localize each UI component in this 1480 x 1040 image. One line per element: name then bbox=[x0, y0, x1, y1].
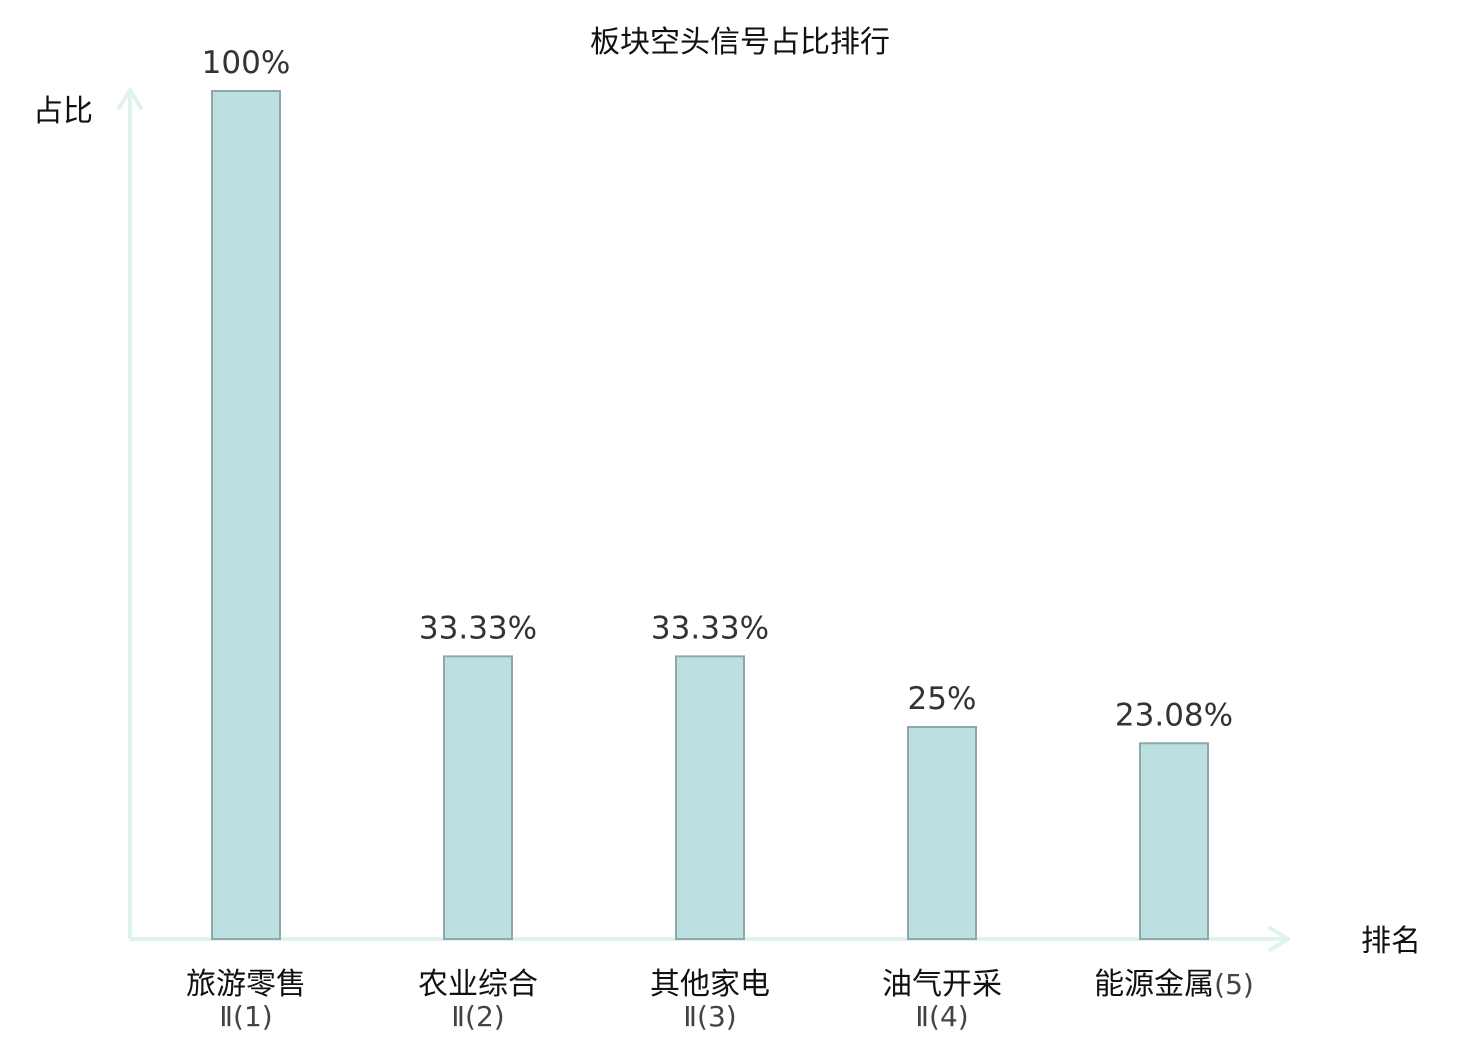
x-tick-label-4: 油气开采 bbox=[882, 967, 1002, 1002]
y-axis bbox=[117, 88, 143, 939]
x-tick-suffix-4: Ⅱ(4) bbox=[915, 1000, 968, 1033]
bar-5 bbox=[1139, 742, 1209, 941]
x-tick-name-5: 能源金属 bbox=[1094, 967, 1214, 1002]
x-tick-suffix-5: (5) bbox=[1214, 968, 1254, 1001]
value-labels: 100% 33.33% 33.33% 25% 23.08% bbox=[202, 45, 1233, 733]
x-tick-label-5: 能源金属(5) bbox=[1094, 967, 1254, 1002]
x-tick-suffix-2: Ⅱ(2) bbox=[451, 1000, 504, 1033]
value-label-5: 23.08% bbox=[1115, 697, 1233, 733]
bar-3 bbox=[675, 655, 745, 940]
x-tick-label-2: 农业综合 bbox=[418, 967, 538, 1002]
x-tick-label-1: 旅游零售 bbox=[186, 967, 306, 1002]
x-axis-label: 排名 bbox=[1361, 924, 1421, 959]
value-label-2: 33.33% bbox=[419, 610, 537, 646]
bar-2 bbox=[443, 655, 513, 940]
y-axis-label: 占比 bbox=[33, 94, 93, 129]
value-label-3: 33.33% bbox=[651, 610, 769, 646]
value-label-1: 100% bbox=[202, 45, 291, 81]
value-label-4: 25% bbox=[908, 681, 977, 717]
bars bbox=[211, 90, 1209, 941]
x-tick-label-3: 其他家电 bbox=[650, 967, 770, 1002]
x-tick-suffix-3: Ⅱ(3) bbox=[683, 1000, 736, 1033]
x-tick-suffix-1: Ⅱ(1) bbox=[219, 1000, 272, 1033]
bar-1 bbox=[211, 90, 281, 940]
bar-4 bbox=[907, 726, 977, 940]
chart-title: 板块空头信号占比排行 bbox=[590, 25, 890, 60]
